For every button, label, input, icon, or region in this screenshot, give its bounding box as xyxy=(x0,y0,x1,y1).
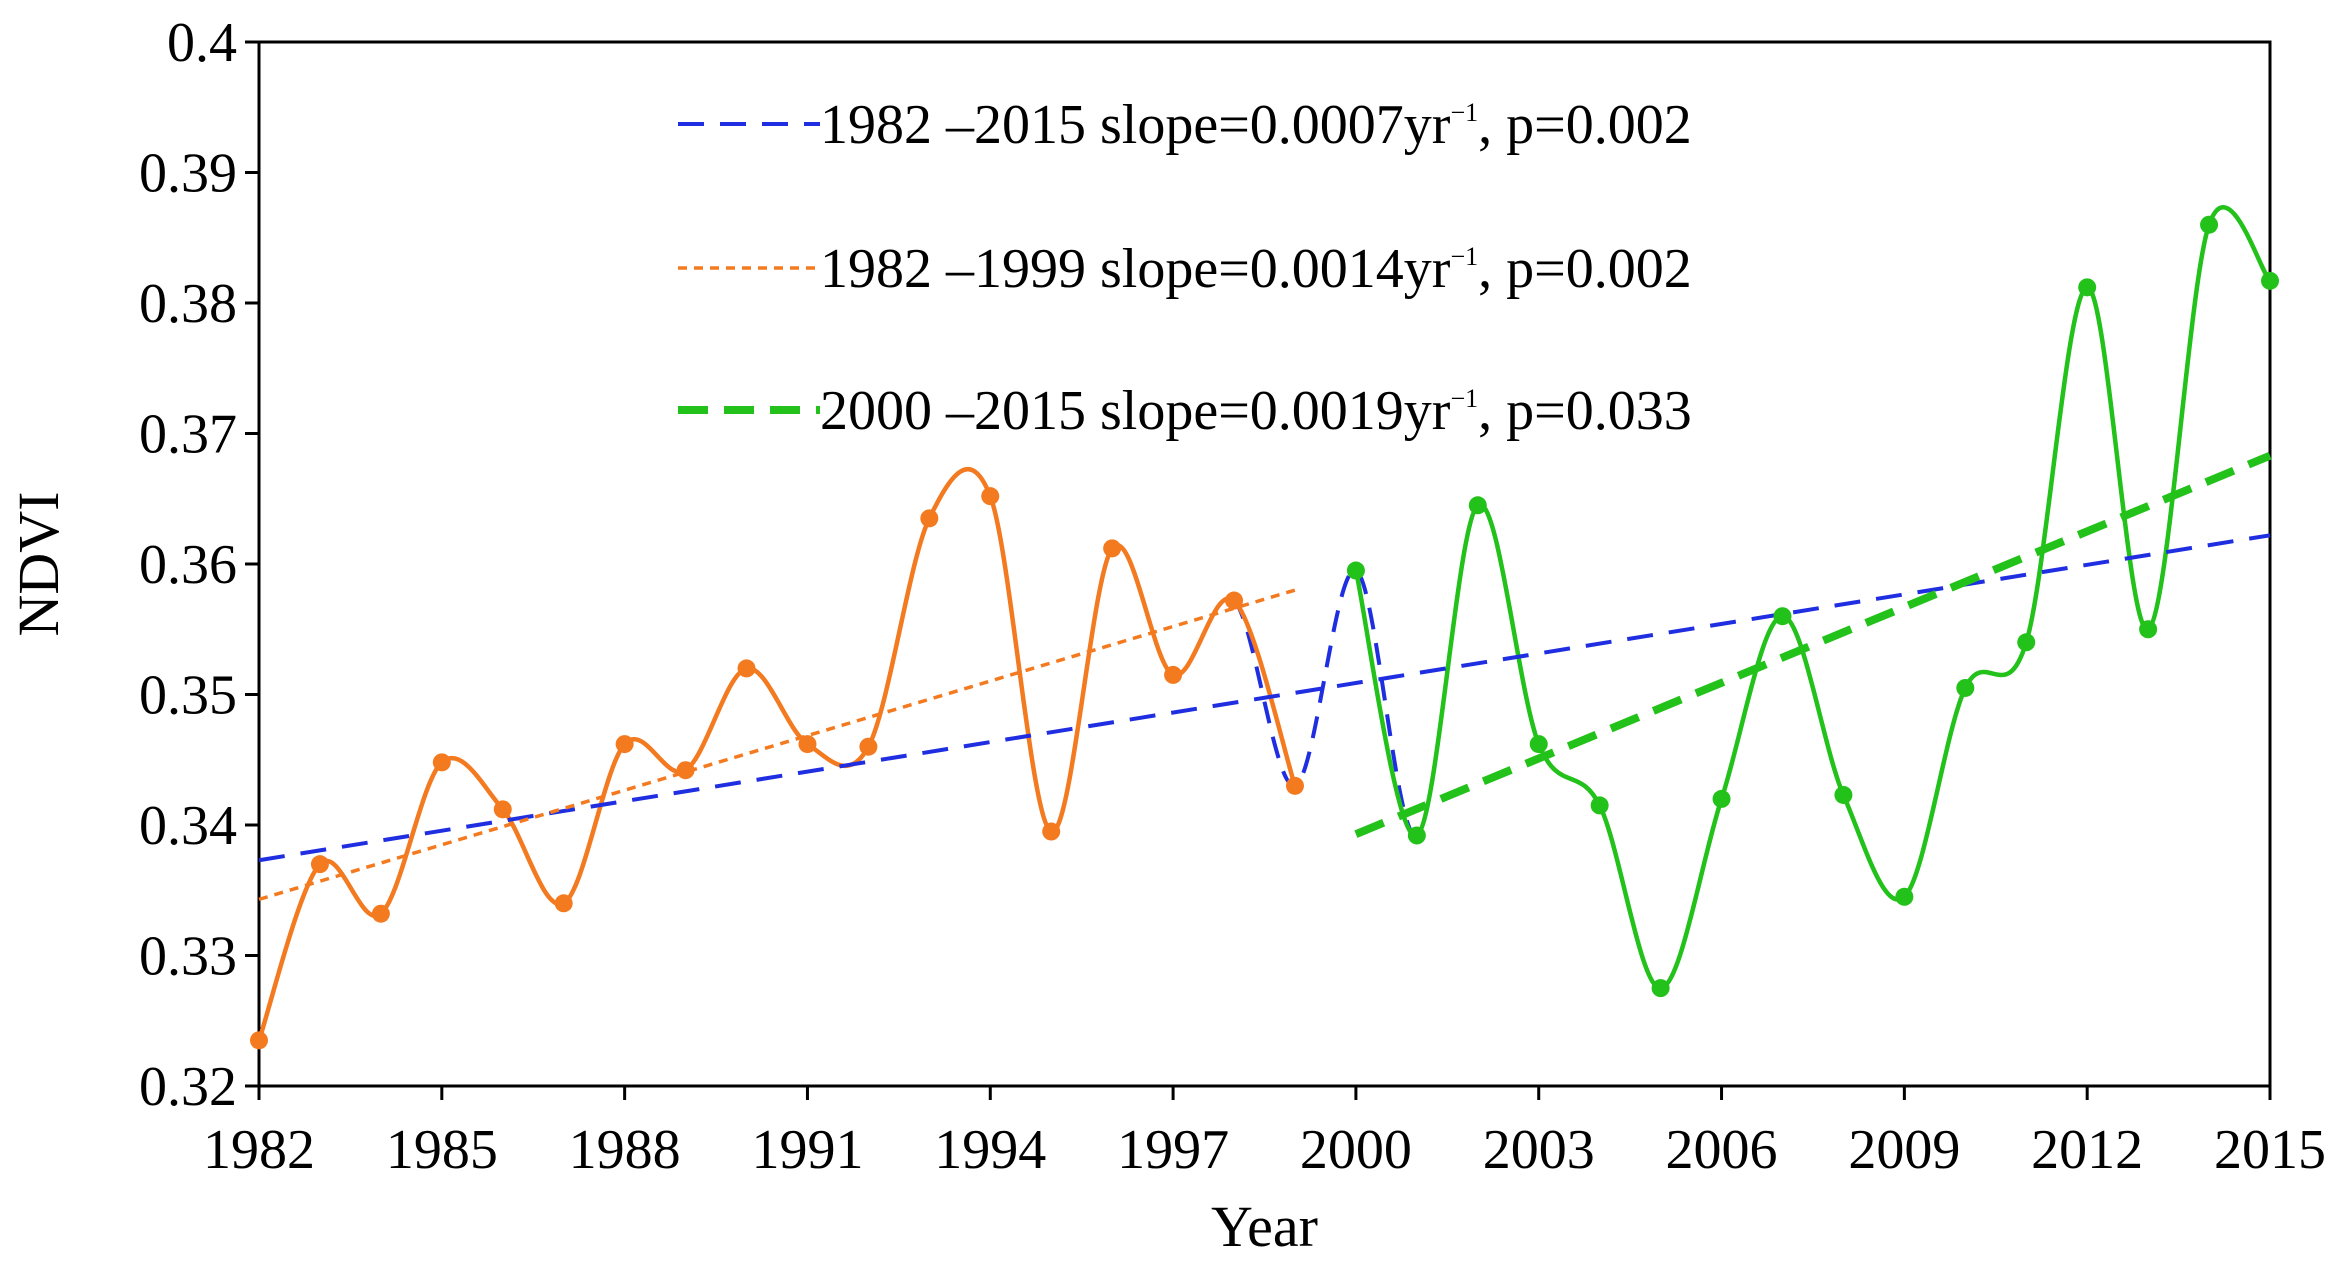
data-point xyxy=(1834,785,1853,804)
data-point xyxy=(2200,215,2219,234)
data-point xyxy=(737,659,756,678)
trend-lines xyxy=(258,451,2272,902)
x-tick-label: 2009 xyxy=(1848,1119,1960,1181)
data-point xyxy=(1164,665,1183,684)
x-tick-label: 2000 xyxy=(1300,1119,1412,1181)
data-point xyxy=(1895,887,1914,906)
x-tick-label: 1982 xyxy=(203,1119,315,1181)
data-point xyxy=(615,735,634,754)
data-point xyxy=(250,1031,268,1050)
legend-slope: slope=0.0007yr xyxy=(1100,94,1451,156)
data-point xyxy=(1590,796,1609,815)
x-tick-label: 2003 xyxy=(1483,1119,1595,1181)
trend-line xyxy=(258,588,1296,902)
data-point xyxy=(1225,591,1244,610)
legend-p-value: , p=0.002 xyxy=(1478,94,1692,156)
data-point xyxy=(1042,822,1061,841)
x-tick-label: 2015 xyxy=(2214,1119,2326,1181)
y-tick-label: 0.38 xyxy=(139,273,237,335)
y-tick-label: 0.35 xyxy=(139,665,237,727)
data-point xyxy=(676,761,695,780)
legend-superscript: −1 xyxy=(1450,242,1478,271)
data-point xyxy=(432,753,451,772)
legend-superscript: −1 xyxy=(1450,384,1478,413)
x-tick-label: 1985 xyxy=(386,1119,498,1181)
legend-label: 2000 –2015 slope=0.0019yr−1, p=0.033 xyxy=(820,380,1692,442)
y-tick-label: 0.37 xyxy=(139,404,237,466)
data-point xyxy=(1712,789,1731,808)
data-point xyxy=(920,509,939,528)
data-point xyxy=(1956,678,1975,697)
legend-range: 1982 –2015 xyxy=(820,94,1086,156)
x-tick-label: 2012 xyxy=(2031,1119,2143,1181)
series-lines xyxy=(256,205,2272,1042)
data-point xyxy=(1529,735,1548,754)
y-tick-label: 0.34 xyxy=(139,795,237,857)
y-tick-label: 0.32 xyxy=(139,1056,237,1118)
y-tick-label: 0.4 xyxy=(167,12,237,74)
data-point xyxy=(493,800,512,819)
x-tick-label: 2006 xyxy=(1666,1119,1778,1181)
y-axis-title: NDVI xyxy=(6,492,71,637)
data-point xyxy=(554,894,573,913)
data-point xyxy=(1773,607,1792,626)
data-point xyxy=(1346,561,1365,580)
data-point xyxy=(1285,776,1304,795)
data-point xyxy=(310,855,329,874)
legend-p-value: , p=0.002 xyxy=(1478,238,1692,300)
x-axis-title: Year xyxy=(1211,1194,1318,1259)
data-point xyxy=(2017,633,2036,652)
x-tick-label: 1997 xyxy=(1117,1119,1229,1181)
data-point xyxy=(859,737,878,756)
data-point xyxy=(1651,979,1670,998)
legend-p-value: , p=0.033 xyxy=(1478,380,1692,442)
data-point xyxy=(2078,278,2097,297)
data-point xyxy=(1103,539,1122,558)
trend-line xyxy=(258,533,2271,863)
data-point xyxy=(1407,826,1426,845)
data-point xyxy=(798,735,817,754)
data-point xyxy=(2139,620,2158,639)
data-points xyxy=(250,215,2279,1050)
data-point xyxy=(2261,271,2279,290)
data-point xyxy=(981,487,1000,506)
trend-line xyxy=(1354,451,2272,838)
series-line xyxy=(256,467,1298,1042)
legend-range: 1982 –1999 xyxy=(820,238,1086,300)
y-tick-label: 0.36 xyxy=(139,534,237,596)
plot-frame xyxy=(257,40,2272,1088)
legend-label: 1982 –1999 slope=0.0014yr−1, p=0.002 xyxy=(820,238,1692,300)
x-axis-ticks: 1982 1985 1988 1991 1994 1997 2000 2003 2006 2009… xyxy=(203,1086,2326,1181)
series-line xyxy=(1353,205,2272,991)
y-axis-ticks: 0.32 0.33 0.34 0.35 0.36 0.37 0.38 0.39 0.4 xyxy=(139,12,259,1118)
data-point xyxy=(371,904,390,923)
legend: 1982 –2015 slope=0.0007yr−1, p=0.0021982 … xyxy=(678,94,1692,442)
legend-superscript: −1 xyxy=(1450,98,1478,127)
x-tick-label: 1994 xyxy=(934,1119,1046,1181)
y-tick-label: 0.39 xyxy=(139,143,237,205)
legend-slope: slope=0.0014yr xyxy=(1100,238,1451,300)
x-tick-label: 1988 xyxy=(569,1119,681,1181)
x-tick-label: 1991 xyxy=(751,1119,863,1181)
full-series-line xyxy=(257,205,2272,1041)
legend-label: 1982 –2015 slope=0.0007yr−1, p=0.002 xyxy=(820,94,1692,156)
y-tick-label: 0.33 xyxy=(139,926,237,988)
data-point xyxy=(1468,496,1487,515)
legend-slope: slope=0.0019yr xyxy=(1100,380,1451,442)
legend-range: 2000 –2015 xyxy=(820,380,1086,442)
